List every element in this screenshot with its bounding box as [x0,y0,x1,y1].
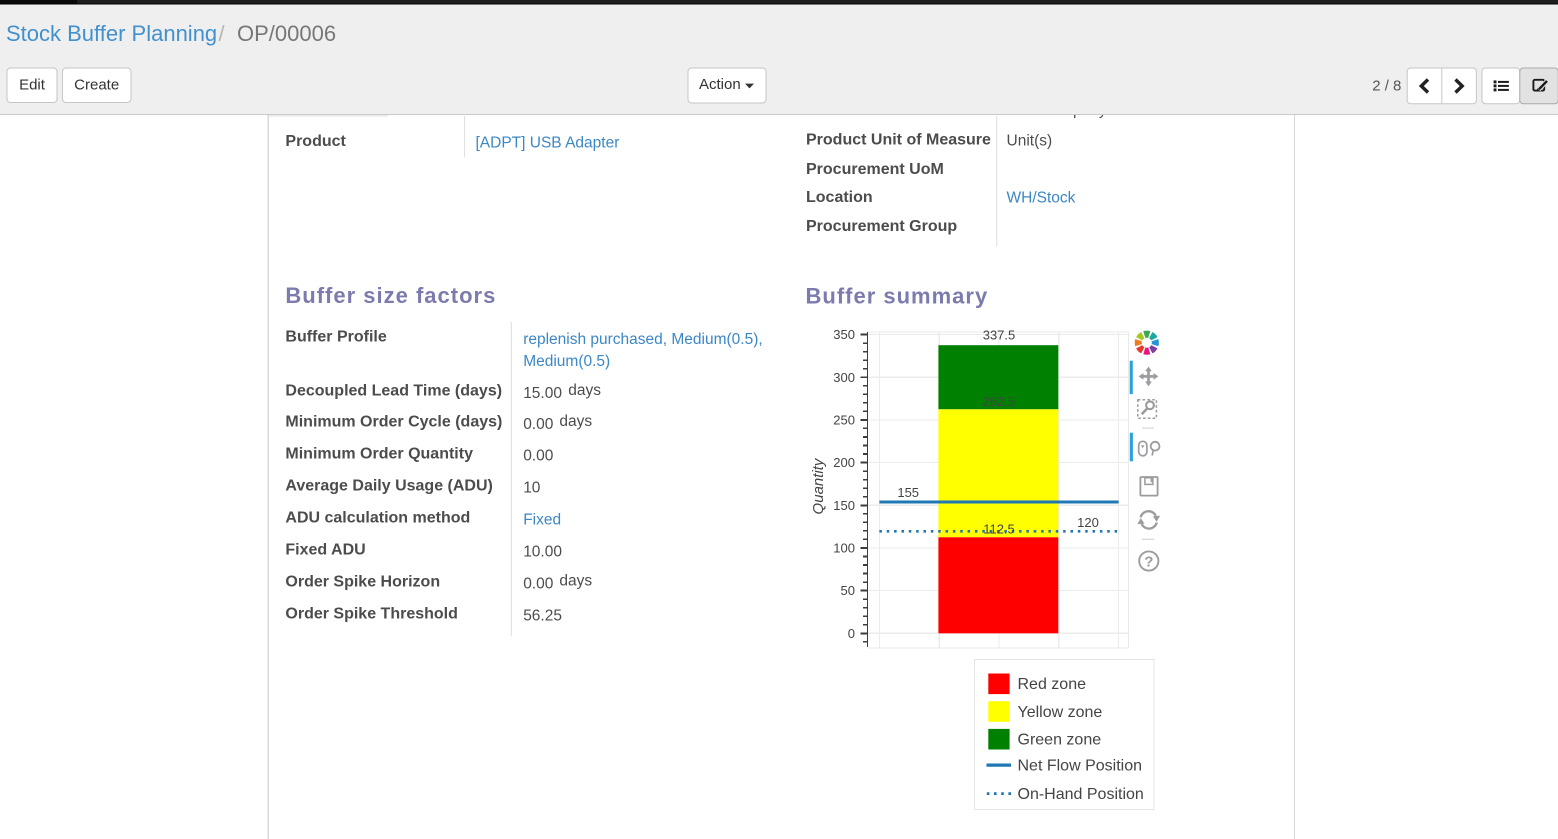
svg-text:112.5: 112.5 [983,521,1015,536]
svg-text:250: 250 [833,413,855,428]
svg-text:Order Spike Threshold: Order Spike Threshold [285,605,457,622]
svg-text:Net Flow Position: Net Flow Position [1018,757,1143,774]
svg-text:0: 0 [848,626,855,641]
svg-text:262.5: 262.5 [983,394,1016,409]
svg-text:155: 155 [897,485,919,500]
svg-text:56.25: 56.25 [523,608,562,625]
svg-text:15.00: 15.00 [523,385,562,402]
svg-text:Yellow zone: Yellow zone [1018,704,1103,721]
svg-text:Buffer size factors: Buffer size factors [285,283,496,308]
svg-text:50: 50 [841,583,855,598]
svg-text:300: 300 [833,370,855,385]
svg-text:WH/Stock: WH/Stock [1007,190,1076,207]
svg-text:days: days [559,413,592,430]
svg-text:Minimum Order Cycle (days): Minimum Order Cycle (days) [285,414,502,431]
svg-text:Medium(0.5): Medium(0.5) [523,353,610,370]
svg-text:Quantity: Quantity [810,457,827,514]
svg-text:days: days [559,573,592,590]
svg-text:120: 120 [1077,515,1099,530]
svg-text:Action: Action [699,76,741,93]
svg-text:Procurement UoM: Procurement UoM [806,161,944,178]
svg-text:200: 200 [833,455,855,470]
svg-text:Unit(s): Unit(s) [1007,133,1053,150]
svg-text:Stock Buffer Planning: Stock Buffer Planning [6,21,217,46]
svg-text:Average Daily Usage (ADU): Average Daily Usage (ADU) [285,478,492,495]
svg-text:Buffer summary: Buffer summary [806,284,989,309]
svg-text:Red zone: Red zone [1018,676,1087,693]
svg-text:[ADPT] USB Adapter: [ADPT] USB Adapter [476,135,620,152]
svg-text:Fixed ADU: Fixed ADU [285,542,365,559]
svg-text:337.5: 337.5 [983,328,1016,343]
svg-text:/: / [219,21,226,46]
svg-text:Decoupled Lead Time (days): Decoupled Lead Time (days) [285,383,502,400]
svg-text:10.00: 10.00 [523,544,562,561]
svg-text:Edit: Edit [19,76,46,93]
svg-text:On-Hand Position: On-Hand Position [1018,786,1144,803]
svg-text:Buffer Profile: Buffer Profile [285,329,386,346]
svg-text:Fixed: Fixed [523,512,561,529]
svg-text:Product: Product [285,133,346,150]
svg-text:100: 100 [833,541,855,556]
svg-text:Green zone: Green zone [1018,731,1102,748]
svg-text:?: ? [1144,554,1153,571]
svg-text:replenish purchased, Medium(0.: replenish purchased, Medium(0.5), [523,331,763,348]
svg-text:Order Spike Horizon: Order Spike Horizon [285,573,440,590]
svg-text:days: days [568,382,601,399]
svg-text:Product Unit of Measure: Product Unit of Measure [806,132,991,149]
svg-text:Minimum Order Quantity: Minimum Order Quantity [285,445,473,462]
svg-text:Create: Create [74,76,119,93]
svg-text:ADU calculation method: ADU calculation method [285,509,470,526]
svg-text:150: 150 [833,498,855,513]
svg-text:0.00: 0.00 [523,576,554,593]
svg-text:10: 10 [523,480,541,497]
svg-text:0.00: 0.00 [523,448,554,465]
svg-text:OP/00006: OP/00006 [237,21,336,46]
svg-text:0.00: 0.00 [523,416,554,433]
svg-text:2 / 8: 2 / 8 [1372,78,1401,95]
svg-text:Procurement Group: Procurement Group [806,218,957,235]
svg-text:350: 350 [833,327,855,342]
svg-text:Location: Location [806,189,873,206]
